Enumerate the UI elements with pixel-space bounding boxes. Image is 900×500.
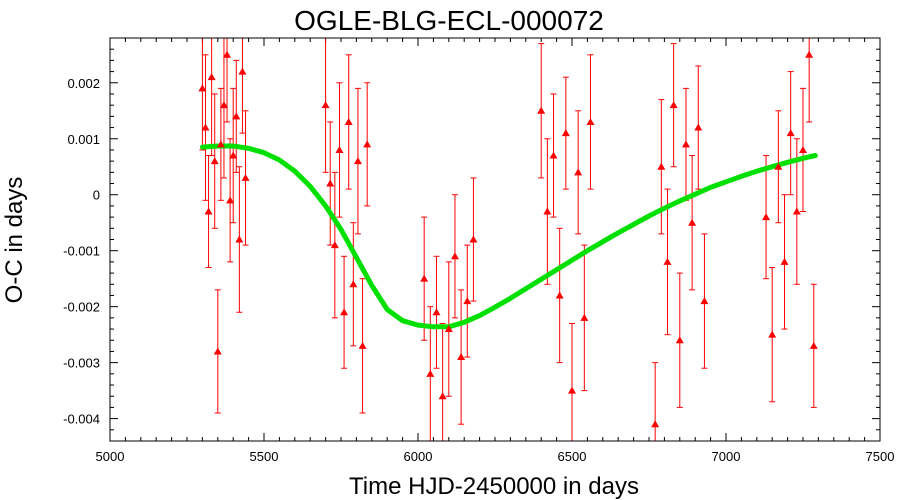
data-point: [201, 123, 210, 131]
data-point: [774, 162, 783, 170]
data-point: [450, 252, 459, 260]
plot-frame: [109, 37, 881, 442]
data-point: [226, 196, 235, 204]
data-point: [669, 101, 678, 109]
data-point: [349, 280, 358, 288]
data-point: [358, 341, 367, 349]
data-point: [241, 173, 250, 181]
data-point: [555, 291, 564, 299]
data-point: [238, 67, 247, 75]
y-tick-label: -0.004: [63, 412, 100, 427]
data-point: [463, 297, 472, 305]
y-tick-label: -0.003: [63, 356, 100, 371]
data-point: [223, 50, 232, 58]
x-tick-label: 5000: [96, 449, 125, 464]
data-point: [340, 308, 349, 316]
x-tick-label: 7500: [866, 449, 895, 464]
data-point: [330, 241, 339, 249]
chart-title: OGLE-BLG-ECL-000072: [294, 5, 604, 36]
data-point: [651, 420, 660, 428]
y-axis-ticks: -0.004 -0.003 -0.002 -0.001 0 0.001 0.002: [63, 37, 880, 442]
y-tick-label: 0: [93, 188, 100, 203]
data-point: [694, 123, 703, 131]
x-axis-ticks: 5000 5500 6000 6500 7000 7500: [96, 38, 895, 464]
data-point: [321, 101, 330, 109]
data-point: [457, 353, 466, 361]
data-point: [235, 235, 244, 243]
data-point: [580, 313, 589, 321]
data-point: [219, 101, 228, 109]
fit-curve: [199, 143, 818, 330]
data-point: [229, 151, 238, 159]
data-point: [213, 347, 222, 355]
data-point: [780, 257, 789, 265]
data-point: [216, 140, 225, 148]
data-point: [657, 162, 666, 170]
data-point: [586, 117, 595, 125]
data-point: [344, 117, 353, 125]
data-point: [444, 325, 453, 333]
data-point: [469, 235, 478, 243]
data-point: [799, 145, 807, 153]
data-point: [420, 274, 429, 282]
y-tick-label: 0.002: [67, 76, 100, 91]
fit-curve-group: [199, 143, 818, 330]
y-tick-label: -0.002: [63, 300, 100, 315]
data-point: [786, 129, 795, 137]
data-point: [805, 50, 814, 58]
data-point: [762, 213, 771, 221]
data-point: [363, 140, 372, 148]
data-point: [809, 341, 818, 349]
data-point: [438, 392, 447, 400]
data-point: [198, 84, 207, 92]
data-point: [675, 336, 684, 344]
y-tick-label: -0.001: [63, 244, 100, 259]
data-point: [204, 207, 213, 215]
data-point: [210, 157, 219, 165]
y-axis-title: O-C in days: [1, 177, 28, 304]
data-point: [543, 207, 552, 215]
data-point: [326, 179, 335, 187]
data-point: [688, 218, 697, 226]
data-point: [792, 207, 801, 215]
data-points: [198, 50, 818, 428]
data-point: [568, 386, 576, 394]
data-point: [549, 151, 558, 159]
data-point: [426, 369, 435, 377]
data-point: [681, 140, 690, 148]
data-point: [663, 257, 672, 265]
data-point: [432, 308, 441, 316]
data-point: [207, 73, 216, 81]
x-tick-label: 6000: [404, 449, 433, 464]
data-point: [335, 145, 344, 153]
x-tick-label: 7000: [712, 449, 741, 464]
x-axis-title: Time HJD-2450000 in days: [349, 473, 639, 500]
data-point: [574, 168, 583, 176]
y-tick-label: 0.001: [67, 132, 100, 147]
data-point: [561, 129, 570, 137]
data-point: [700, 297, 709, 305]
x-tick-label: 6500: [558, 449, 587, 464]
x-tick-label: 5500: [250, 449, 279, 464]
data-point: [768, 330, 777, 338]
data-point: [353, 157, 362, 165]
data-point: [232, 112, 241, 120]
error-bars: [199, 37, 817, 442]
data-point: [537, 106, 546, 114]
